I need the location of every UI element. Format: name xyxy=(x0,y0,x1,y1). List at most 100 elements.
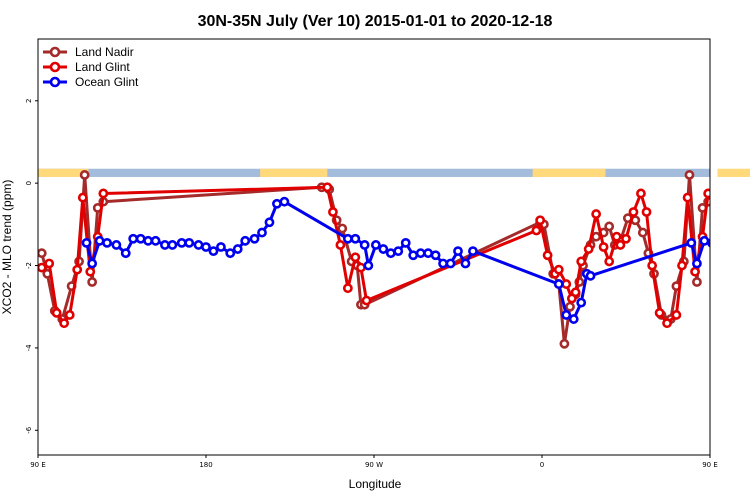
data-point xyxy=(591,209,602,219)
data-point xyxy=(143,235,154,246)
data-point xyxy=(342,233,353,244)
y-tick-label: -6 xyxy=(25,426,33,434)
data-point xyxy=(77,192,88,203)
data-point xyxy=(727,250,734,257)
series-ocean-glint xyxy=(81,196,741,324)
series-layer xyxy=(38,170,741,349)
legend-swatch-marker xyxy=(49,46,61,58)
data-point xyxy=(232,244,243,254)
data-point xyxy=(598,242,609,252)
data-point xyxy=(734,235,741,242)
y-axis-label: XCO2 - MLO trend (ppm) xyxy=(0,180,14,315)
data-point xyxy=(576,256,587,267)
land-band-segment xyxy=(38,168,89,177)
data-point xyxy=(363,260,374,271)
data-point xyxy=(72,264,83,275)
data-point xyxy=(249,233,260,244)
data-point xyxy=(81,237,92,248)
data-point xyxy=(102,237,112,248)
data-point xyxy=(468,246,478,257)
data-point xyxy=(438,258,448,269)
data-point xyxy=(257,227,267,238)
data-point xyxy=(38,262,47,273)
data-point xyxy=(690,266,700,277)
data-point xyxy=(430,250,441,261)
data-point xyxy=(568,314,579,324)
data-point xyxy=(684,170,695,180)
legend-item: Ocean Glint xyxy=(43,75,139,89)
data-point xyxy=(208,246,219,257)
x-tick-label: 180 xyxy=(199,461,212,469)
data-point xyxy=(591,231,602,242)
data-point xyxy=(400,237,411,248)
data-point xyxy=(604,256,615,267)
data-point xyxy=(542,250,553,261)
x-axis: 90 E 180 90 W 0 90 E xyxy=(30,455,718,469)
data-point xyxy=(460,258,471,269)
data-point xyxy=(193,240,204,250)
legend-item: Land Nadir xyxy=(43,45,134,59)
data-point xyxy=(342,283,353,294)
data-point xyxy=(356,262,366,273)
data-point xyxy=(350,252,361,263)
surface-band xyxy=(38,168,750,177)
data-point xyxy=(692,277,702,287)
data-point xyxy=(328,207,338,217)
data-point xyxy=(335,240,346,250)
data-point xyxy=(87,258,98,269)
series-line xyxy=(40,185,710,325)
data-point xyxy=(654,308,665,318)
legend-swatch-marker xyxy=(49,76,61,88)
y-tick-label: -4 xyxy=(25,344,33,352)
data-point xyxy=(553,279,564,289)
data-point xyxy=(423,248,434,259)
data-point xyxy=(535,215,546,226)
ocean-band xyxy=(38,168,710,177)
data-point xyxy=(201,242,211,252)
x-tick-label: 90 E xyxy=(702,461,718,469)
chart-title: 30N-35N July (Ver 10) 2015-01-01 to 2020… xyxy=(198,13,553,30)
data-point xyxy=(272,198,282,209)
data-point xyxy=(59,318,70,329)
data-point xyxy=(583,244,594,254)
data-point xyxy=(611,231,622,242)
data-point xyxy=(408,250,419,261)
x-tick-label: 90 W xyxy=(365,461,383,469)
data-point xyxy=(686,237,697,248)
legend-label: Land Glint xyxy=(75,60,130,74)
data-point xyxy=(647,260,658,271)
y-tick-label: 2 xyxy=(25,99,33,103)
data-point xyxy=(87,277,98,287)
data-point xyxy=(216,242,226,252)
data-point xyxy=(692,258,702,269)
data-point xyxy=(445,258,456,269)
data-point xyxy=(135,233,146,244)
x-axis-label: Longitude xyxy=(349,477,402,491)
data-point xyxy=(641,207,652,217)
data-point xyxy=(559,338,570,349)
data-point xyxy=(176,237,187,248)
data-point xyxy=(385,248,396,259)
data-point xyxy=(279,196,290,207)
legend-label: Land Nadir xyxy=(75,45,134,59)
data-point xyxy=(337,223,348,234)
data-point xyxy=(415,248,426,259)
data-point xyxy=(94,235,105,246)
data-point xyxy=(621,233,631,244)
data-point xyxy=(453,246,463,257)
data-point xyxy=(718,241,725,248)
land-band-segment xyxy=(717,168,750,177)
data-point xyxy=(636,188,646,199)
data-point xyxy=(150,235,161,246)
data-point xyxy=(79,170,90,180)
data-point xyxy=(111,240,122,250)
data-point xyxy=(561,279,572,289)
x-tick-label: 0 xyxy=(540,461,544,469)
data-point xyxy=(604,221,615,232)
data-point xyxy=(264,217,275,228)
data-point xyxy=(671,310,682,320)
data-point xyxy=(128,233,139,244)
data-point xyxy=(64,310,75,320)
legend-item: Land Glint xyxy=(43,60,130,74)
